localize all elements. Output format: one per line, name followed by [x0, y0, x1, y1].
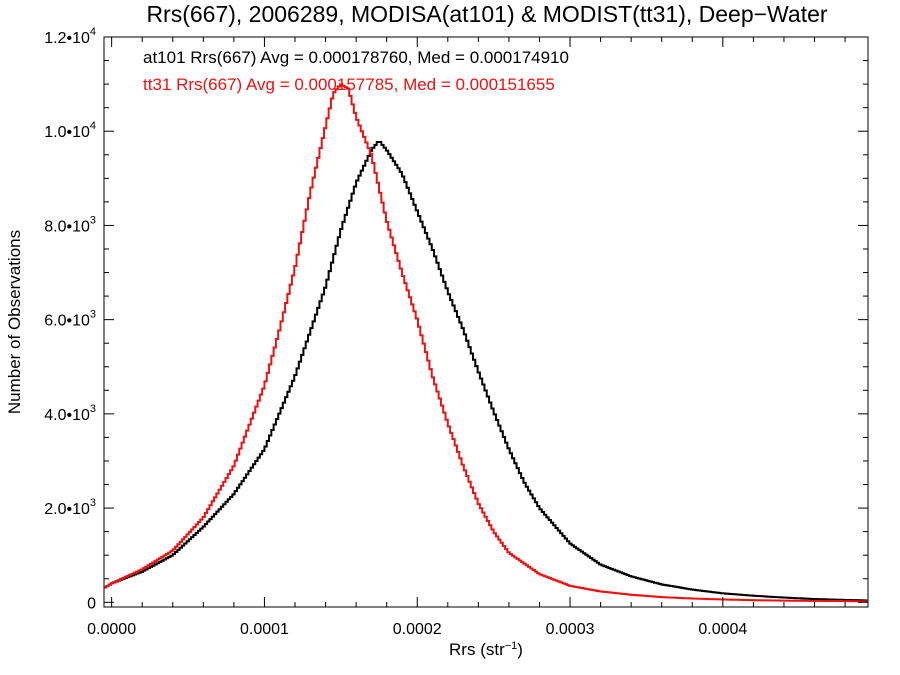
x-tick-label: 0.0000 [87, 621, 136, 638]
series-1-histogram [104, 83, 868, 603]
x-axis-label: Rrs (str−1) [449, 640, 523, 659]
x-tick-label: 0.0004 [698, 621, 747, 638]
x-tick-label: 0.0002 [393, 621, 442, 638]
x-tick-label: 0.0001 [240, 621, 289, 638]
y-tick-label: 1.0•104 [44, 120, 96, 141]
series-0-histogram [104, 141, 868, 602]
annotation-tt31: tt31 Rrs(667) Avg = 0.000157785, Med = 0… [143, 75, 555, 94]
series-layer [104, 83, 868, 603]
axis-layer: 0.0000 0.0001 0.0002 0.0003 0.0004 0 2.0•103 4.… [44, 26, 868, 638]
chart-title: Rrs(667), 2006289, MODISA(at101) & MODIS… [146, 1, 827, 27]
y-tick-label: 6.0•103 [44, 309, 96, 330]
y-tick-label: 8.0•103 [44, 214, 96, 235]
x-tick-label: 0.0003 [546, 621, 595, 638]
plot-frame [103, 36, 869, 608]
y-axis-label: Number of Observations [5, 230, 24, 414]
y-tick-label: 4.0•103 [44, 403, 96, 424]
y-tick-label: 0 [87, 595, 96, 612]
y-tick-label: 1.2•104 [44, 26, 96, 47]
y-tick-label: 2.0•103 [44, 497, 96, 518]
annotation-at101: at101 Rrs(667) Avg = 0.000178760, Med = … [143, 48, 569, 67]
x-axis-label-exponent: −1 [505, 640, 518, 652]
